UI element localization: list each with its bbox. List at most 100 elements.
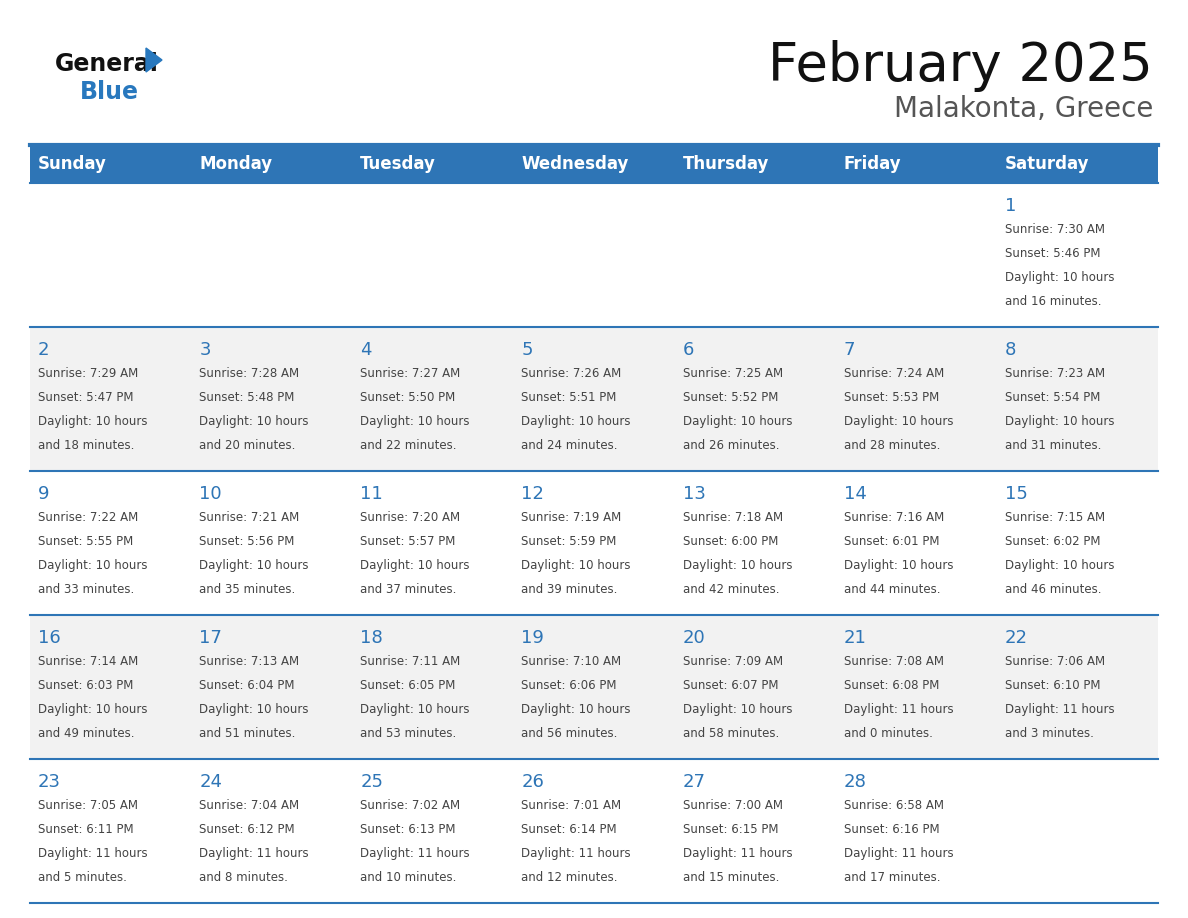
Text: Sunrise: 7:19 AM: Sunrise: 7:19 AM xyxy=(522,511,621,524)
Text: 18: 18 xyxy=(360,630,383,647)
Text: Sunset: 6:10 PM: Sunset: 6:10 PM xyxy=(1005,679,1100,692)
Text: 24: 24 xyxy=(200,773,222,791)
Text: and 18 minutes.: and 18 minutes. xyxy=(38,439,134,452)
Text: Sunrise: 6:58 AM: Sunrise: 6:58 AM xyxy=(843,800,943,812)
Text: 14: 14 xyxy=(843,486,867,503)
Text: Daylight: 10 hours: Daylight: 10 hours xyxy=(360,703,469,716)
Text: Daylight: 10 hours: Daylight: 10 hours xyxy=(360,415,469,428)
Text: Daylight: 10 hours: Daylight: 10 hours xyxy=(1005,559,1114,572)
Text: Daylight: 10 hours: Daylight: 10 hours xyxy=(200,559,309,572)
Text: 27: 27 xyxy=(683,773,706,791)
Text: Sunrise: 7:28 AM: Sunrise: 7:28 AM xyxy=(200,367,299,380)
Text: and 51 minutes.: and 51 minutes. xyxy=(200,727,296,740)
Text: Sunrise: 7:14 AM: Sunrise: 7:14 AM xyxy=(38,655,138,668)
Polygon shape xyxy=(146,48,162,72)
Text: and 28 minutes.: and 28 minutes. xyxy=(843,439,940,452)
Text: Sunrise: 7:21 AM: Sunrise: 7:21 AM xyxy=(200,511,299,524)
Text: 16: 16 xyxy=(38,630,61,647)
Text: Sunrise: 7:11 AM: Sunrise: 7:11 AM xyxy=(360,655,461,668)
Text: Daylight: 10 hours: Daylight: 10 hours xyxy=(843,415,953,428)
Text: and 20 minutes.: and 20 minutes. xyxy=(200,439,296,452)
Text: Sunrise: 7:13 AM: Sunrise: 7:13 AM xyxy=(200,655,299,668)
Text: and 5 minutes.: and 5 minutes. xyxy=(38,870,127,884)
Text: Sunrise: 7:01 AM: Sunrise: 7:01 AM xyxy=(522,800,621,812)
Text: and 44 minutes.: and 44 minutes. xyxy=(843,583,940,596)
Text: Sunrise: 7:09 AM: Sunrise: 7:09 AM xyxy=(683,655,783,668)
Text: Daylight: 10 hours: Daylight: 10 hours xyxy=(683,415,792,428)
Text: Sunrise: 7:29 AM: Sunrise: 7:29 AM xyxy=(38,367,138,380)
Text: Blue: Blue xyxy=(80,80,139,104)
Text: Sunrise: 7:22 AM: Sunrise: 7:22 AM xyxy=(38,511,138,524)
Text: Daylight: 11 hours: Daylight: 11 hours xyxy=(1005,703,1114,716)
Text: and 53 minutes.: and 53 minutes. xyxy=(360,727,456,740)
Text: and 58 minutes.: and 58 minutes. xyxy=(683,727,779,740)
Text: 20: 20 xyxy=(683,630,706,647)
Text: Sunrise: 7:04 AM: Sunrise: 7:04 AM xyxy=(200,800,299,812)
Text: 21: 21 xyxy=(843,630,867,647)
Text: Sunset: 5:56 PM: Sunset: 5:56 PM xyxy=(200,535,295,548)
Bar xyxy=(30,327,1158,471)
Text: Sunset: 6:16 PM: Sunset: 6:16 PM xyxy=(843,823,940,836)
Text: 4: 4 xyxy=(360,341,372,360)
Text: Daylight: 10 hours: Daylight: 10 hours xyxy=(200,415,309,428)
Text: Sunset: 5:50 PM: Sunset: 5:50 PM xyxy=(360,391,455,404)
Text: Daylight: 10 hours: Daylight: 10 hours xyxy=(683,559,792,572)
Text: Sunrise: 7:25 AM: Sunrise: 7:25 AM xyxy=(683,367,783,380)
Text: Sunrise: 7:26 AM: Sunrise: 7:26 AM xyxy=(522,367,621,380)
Text: Daylight: 11 hours: Daylight: 11 hours xyxy=(522,846,631,860)
Text: Sunset: 5:54 PM: Sunset: 5:54 PM xyxy=(1005,391,1100,404)
Text: Sunset: 5:53 PM: Sunset: 5:53 PM xyxy=(843,391,939,404)
Text: Sunset: 5:57 PM: Sunset: 5:57 PM xyxy=(360,535,456,548)
Text: and 17 minutes.: and 17 minutes. xyxy=(843,870,940,884)
Text: Daylight: 10 hours: Daylight: 10 hours xyxy=(522,415,631,428)
Text: 22: 22 xyxy=(1005,630,1028,647)
Text: Daylight: 10 hours: Daylight: 10 hours xyxy=(843,559,953,572)
Text: Daylight: 11 hours: Daylight: 11 hours xyxy=(360,846,470,860)
Text: Sunset: 6:13 PM: Sunset: 6:13 PM xyxy=(360,823,456,836)
Text: and 15 minutes.: and 15 minutes. xyxy=(683,870,779,884)
Text: Daylight: 10 hours: Daylight: 10 hours xyxy=(1005,415,1114,428)
Text: Sunrise: 7:16 AM: Sunrise: 7:16 AM xyxy=(843,511,944,524)
Text: and 16 minutes.: and 16 minutes. xyxy=(1005,295,1101,308)
Text: Tuesday: Tuesday xyxy=(360,155,436,173)
Text: 13: 13 xyxy=(683,486,706,503)
Text: Friday: Friday xyxy=(843,155,902,173)
Text: 1: 1 xyxy=(1005,197,1016,216)
Text: and 56 minutes.: and 56 minutes. xyxy=(522,727,618,740)
Text: Sunset: 6:03 PM: Sunset: 6:03 PM xyxy=(38,679,133,692)
Text: Sunrise: 7:18 AM: Sunrise: 7:18 AM xyxy=(683,511,783,524)
Text: Sunrise: 7:27 AM: Sunrise: 7:27 AM xyxy=(360,367,461,380)
Text: and 24 minutes.: and 24 minutes. xyxy=(522,439,618,452)
Text: 3: 3 xyxy=(200,341,210,360)
Text: Sunrise: 7:08 AM: Sunrise: 7:08 AM xyxy=(843,655,943,668)
Text: 5: 5 xyxy=(522,341,533,360)
Text: Sunset: 6:04 PM: Sunset: 6:04 PM xyxy=(200,679,295,692)
Text: Daylight: 11 hours: Daylight: 11 hours xyxy=(38,846,147,860)
Text: 26: 26 xyxy=(522,773,544,791)
Text: Wednesday: Wednesday xyxy=(522,155,628,173)
Text: Sunset: 5:59 PM: Sunset: 5:59 PM xyxy=(522,535,617,548)
Text: and 49 minutes.: and 49 minutes. xyxy=(38,727,134,740)
Text: 9: 9 xyxy=(38,486,50,503)
Text: Daylight: 11 hours: Daylight: 11 hours xyxy=(843,703,954,716)
Bar xyxy=(30,471,1158,615)
Text: Saturday: Saturday xyxy=(1005,155,1089,173)
Text: 28: 28 xyxy=(843,773,867,791)
Text: and 46 minutes.: and 46 minutes. xyxy=(1005,583,1101,596)
Text: 12: 12 xyxy=(522,486,544,503)
Text: Daylight: 10 hours: Daylight: 10 hours xyxy=(200,703,309,716)
Bar xyxy=(30,759,1158,903)
Text: and 8 minutes.: and 8 minutes. xyxy=(200,870,287,884)
Text: Sunrise: 7:20 AM: Sunrise: 7:20 AM xyxy=(360,511,461,524)
Text: and 42 minutes.: and 42 minutes. xyxy=(683,583,779,596)
Text: Sunset: 6:00 PM: Sunset: 6:00 PM xyxy=(683,535,778,548)
Text: 17: 17 xyxy=(200,630,222,647)
Text: Daylight: 10 hours: Daylight: 10 hours xyxy=(522,703,631,716)
Text: Daylight: 10 hours: Daylight: 10 hours xyxy=(38,559,147,572)
Text: and 39 minutes.: and 39 minutes. xyxy=(522,583,618,596)
Text: Sunrise: 7:23 AM: Sunrise: 7:23 AM xyxy=(1005,367,1105,380)
Text: and 26 minutes.: and 26 minutes. xyxy=(683,439,779,452)
Text: Sunset: 6:07 PM: Sunset: 6:07 PM xyxy=(683,679,778,692)
Text: Sunset: 6:01 PM: Sunset: 6:01 PM xyxy=(843,535,940,548)
Text: Daylight: 11 hours: Daylight: 11 hours xyxy=(843,846,954,860)
